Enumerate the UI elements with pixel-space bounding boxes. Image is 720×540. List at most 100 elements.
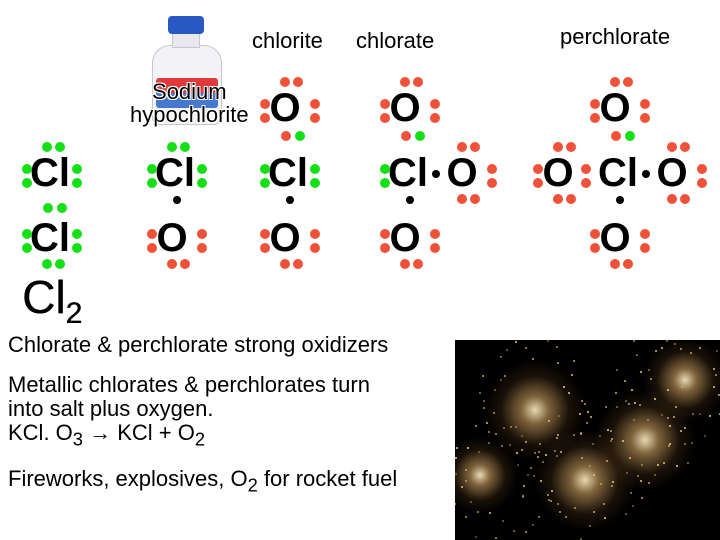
electron-dot	[470, 194, 480, 204]
electron-dot	[380, 229, 390, 239]
cl-atom: Cl	[388, 150, 422, 196]
label-hypochlorite: Sodium hypochlorite	[130, 80, 249, 126]
electron-dot	[380, 243, 390, 253]
bottle-cap	[168, 16, 204, 34]
electron-dot	[293, 259, 303, 269]
electron-dot	[180, 259, 190, 269]
electron-dot	[640, 113, 650, 123]
electron-dot	[260, 113, 270, 123]
electron-dot	[623, 259, 633, 269]
header-chlorate: chlorate	[356, 28, 434, 54]
electron-dot	[147, 243, 157, 253]
electron-dot	[72, 178, 82, 188]
electron-dot	[310, 113, 320, 123]
electron-dot	[400, 259, 410, 269]
electron-dot	[197, 243, 207, 253]
electron-dot	[380, 99, 390, 109]
electron-dot	[180, 142, 190, 152]
electron-dot	[413, 259, 423, 269]
shared-electron	[616, 196, 624, 204]
electron-dot	[680, 142, 690, 152]
header-perchlorate: perchlorate	[560, 24, 670, 50]
header-chlorite: chlorite	[252, 28, 323, 54]
o-atom: O	[598, 215, 632, 261]
electron-dot	[380, 164, 390, 174]
o-atom: O	[268, 215, 302, 261]
electron-dot	[457, 194, 467, 204]
formula-cl2: Cl2	[22, 270, 82, 331]
electron-dot	[640, 229, 650, 239]
electron-dot	[487, 164, 497, 174]
electron-dot	[590, 243, 600, 253]
electron-dot	[380, 113, 390, 123]
electron-dot	[553, 194, 563, 204]
text-oxidizers: Chlorate & perchlorate strong oxidizers	[8, 332, 388, 357]
electron-dot	[430, 113, 440, 123]
electron-dot	[22, 164, 32, 174]
electron-dot	[566, 142, 576, 152]
electron-dot	[293, 77, 303, 87]
electron-dot	[147, 164, 157, 174]
text-metallic2: into salt plus oxygen.	[8, 396, 213, 421]
electron-dot	[55, 142, 65, 152]
electron-dot	[697, 178, 707, 188]
electron-dot	[697, 164, 707, 174]
electron-dot	[667, 194, 677, 204]
electron-dot	[197, 164, 207, 174]
electron-dot	[260, 178, 270, 188]
o-atom: O	[598, 85, 632, 131]
text-metallic1: Metallic chlorates & perchlorates turn	[8, 372, 370, 397]
electron-dot	[72, 229, 82, 239]
text-fireworks: Fireworks, explosives, O2 for rocket fue…	[8, 466, 397, 495]
electron-dot	[197, 178, 207, 188]
o-atom: O	[268, 85, 302, 131]
electron-dot	[310, 243, 320, 253]
electron-dot	[623, 77, 633, 87]
cl-atom: Cl	[268, 150, 302, 196]
electron-dot	[430, 243, 440, 253]
shared-electron	[642, 170, 650, 178]
electron-dot	[42, 259, 52, 269]
cl-atom: Cl	[30, 150, 64, 196]
electron-dot	[72, 164, 82, 174]
electron-dot	[167, 259, 177, 269]
electron-dot	[680, 194, 690, 204]
cl-atom: Cl	[598, 150, 632, 196]
electron-dot	[147, 178, 157, 188]
o-atom: O	[655, 150, 689, 196]
electron-dot	[413, 77, 423, 87]
electron-dot	[590, 113, 600, 123]
electron-dot	[72, 243, 82, 253]
shared-electron	[286, 196, 294, 204]
electron-dot	[22, 243, 32, 253]
shared-electron	[173, 196, 181, 204]
fireworks-image	[455, 340, 720, 540]
electron-dot	[487, 178, 497, 188]
electron-dot	[310, 178, 320, 188]
electron-dot	[310, 164, 320, 174]
text-reaction: KCl. O3 → KCl + O2	[8, 420, 205, 449]
electron-dot	[566, 194, 576, 204]
electron-dot	[590, 229, 600, 239]
electron-dot	[22, 178, 32, 188]
electron-dot	[640, 99, 650, 109]
o-atom: O	[541, 150, 575, 196]
electron-dot	[280, 259, 290, 269]
o-atom: O	[155, 215, 189, 261]
shared-electron	[432, 170, 440, 178]
o-atom: O	[388, 215, 422, 261]
electron-dot	[470, 142, 480, 152]
o-atom: O	[445, 150, 479, 196]
electron-dot	[147, 229, 157, 239]
electron-dot	[197, 229, 207, 239]
electron-dot	[260, 164, 270, 174]
electron-dot	[260, 229, 270, 239]
electron-dot	[430, 99, 440, 109]
electron-dot	[260, 243, 270, 253]
electron-dot	[590, 99, 600, 109]
shared-electron	[406, 196, 414, 204]
hypochlorite-line1: Sodium	[152, 79, 227, 104]
electron-dot	[310, 229, 320, 239]
electron-dot	[610, 259, 620, 269]
electron-dot	[310, 99, 320, 109]
